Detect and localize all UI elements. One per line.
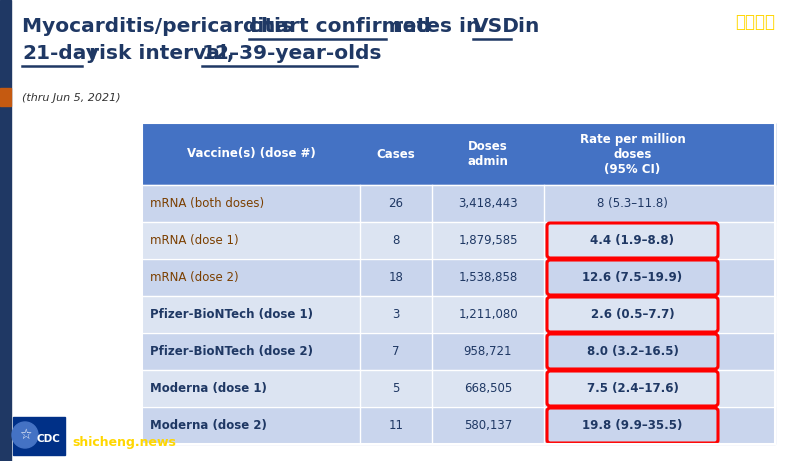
Text: Myocarditis/pericarditis: Myocarditis/pericarditis bbox=[22, 17, 300, 36]
FancyBboxPatch shape bbox=[547, 297, 718, 332]
Bar bbox=[142, 123, 775, 444]
Text: Vaccine(s) (dose #): Vaccine(s) (dose #) bbox=[186, 148, 316, 160]
Text: 668,505: 668,505 bbox=[464, 382, 512, 395]
Text: Moderna (dose 2): Moderna (dose 2) bbox=[150, 419, 267, 432]
Bar bbox=[0, 0, 11, 461]
Text: Cases: Cases bbox=[377, 148, 416, 160]
Text: mRNA (dose 1): mRNA (dose 1) bbox=[150, 234, 239, 247]
Text: shicheng.news: shicheng.news bbox=[72, 436, 176, 449]
Text: (thru Jun 5, 2021): (thru Jun 5, 2021) bbox=[22, 93, 121, 103]
FancyBboxPatch shape bbox=[547, 223, 718, 258]
Text: 12.6 (7.5–19.9): 12.6 (7.5–19.9) bbox=[582, 271, 683, 284]
Text: CDC: CDC bbox=[36, 434, 60, 444]
Bar bbox=[13, 417, 65, 455]
Text: 21-day: 21-day bbox=[22, 44, 99, 63]
Bar bbox=[142, 123, 775, 185]
Text: mRNA (both doses): mRNA (both doses) bbox=[150, 197, 264, 210]
Bar bbox=[142, 296, 775, 333]
Bar bbox=[142, 222, 775, 259]
Text: 3,418,443: 3,418,443 bbox=[458, 197, 518, 210]
Text: Doses
admin: Doses admin bbox=[468, 140, 508, 168]
Text: 1,538,858: 1,538,858 bbox=[458, 271, 518, 284]
FancyBboxPatch shape bbox=[547, 408, 718, 443]
Text: 5: 5 bbox=[393, 382, 400, 395]
Text: 8: 8 bbox=[393, 234, 400, 247]
Text: 8.0 (3.2–16.5): 8.0 (3.2–16.5) bbox=[587, 345, 679, 358]
Circle shape bbox=[12, 422, 38, 448]
FancyBboxPatch shape bbox=[547, 371, 718, 406]
Text: 580,137: 580,137 bbox=[464, 419, 512, 432]
Text: 2.6 (0.5–7.7): 2.6 (0.5–7.7) bbox=[591, 308, 674, 321]
Bar bbox=[142, 259, 775, 296]
Bar bbox=[142, 185, 775, 222]
Text: 18: 18 bbox=[389, 271, 404, 284]
Text: 狮城新闻: 狮城新闻 bbox=[735, 13, 775, 31]
Bar bbox=[142, 370, 775, 407]
FancyBboxPatch shape bbox=[547, 334, 718, 369]
Text: 7.5 (2.4–17.6): 7.5 (2.4–17.6) bbox=[587, 382, 679, 395]
Text: 12–39-year-olds: 12–39-year-olds bbox=[202, 44, 382, 63]
Bar bbox=[142, 407, 775, 444]
Text: 4.4 (1.9–8.8): 4.4 (1.9–8.8) bbox=[591, 234, 675, 247]
Text: Pfizer-BioNTech (dose 2): Pfizer-BioNTech (dose 2) bbox=[150, 345, 313, 358]
Text: Moderna (dose 1): Moderna (dose 1) bbox=[150, 382, 267, 395]
Text: Rate per million
doses
(95% CI): Rate per million doses (95% CI) bbox=[580, 132, 685, 176]
FancyBboxPatch shape bbox=[547, 260, 718, 295]
Text: 1,879,585: 1,879,585 bbox=[458, 234, 518, 247]
Text: in: in bbox=[511, 17, 539, 36]
Text: 1,211,080: 1,211,080 bbox=[458, 308, 518, 321]
Text: 11: 11 bbox=[389, 419, 404, 432]
Text: 19.8 (9.9–35.5): 19.8 (9.9–35.5) bbox=[582, 419, 683, 432]
Text: 3: 3 bbox=[393, 308, 400, 321]
Text: 958,721: 958,721 bbox=[464, 345, 512, 358]
Text: ☆: ☆ bbox=[19, 428, 31, 442]
Text: 7: 7 bbox=[393, 345, 400, 358]
Text: 26: 26 bbox=[389, 197, 404, 210]
Text: chart confirmed: chart confirmed bbox=[249, 17, 431, 36]
Bar bbox=[142, 333, 775, 370]
Bar bbox=[0, 88, 11, 106]
Text: rates in: rates in bbox=[386, 17, 488, 36]
Text: risk interval,: risk interval, bbox=[82, 44, 241, 63]
Text: mRNA (dose 2): mRNA (dose 2) bbox=[150, 271, 239, 284]
Text: Pfizer-BioNTech (dose 1): Pfizer-BioNTech (dose 1) bbox=[150, 308, 313, 321]
Text: 8 (5.3–11.8): 8 (5.3–11.8) bbox=[597, 197, 668, 210]
Text: VSD: VSD bbox=[473, 17, 520, 36]
